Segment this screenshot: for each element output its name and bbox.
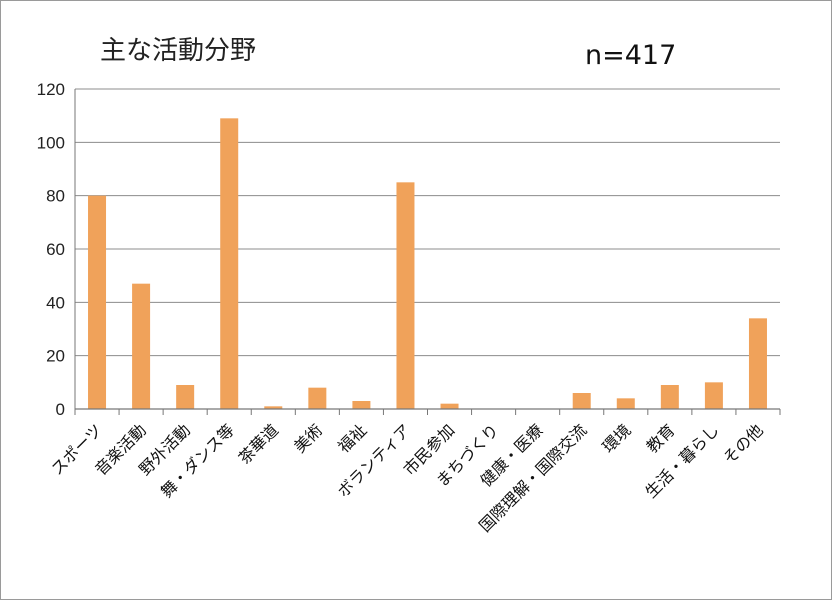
y-tick-label-120: 120 [37, 80, 65, 99]
y-tick-label-20: 20 [46, 347, 65, 366]
bar-1 [132, 283, 151, 409]
y-tick-label-80: 80 [46, 187, 65, 206]
bar-5 [308, 387, 327, 409]
bar-0 [88, 195, 107, 409]
y-tick-label-100: 100 [37, 133, 65, 152]
x-tick-label: 教育 [643, 420, 679, 456]
bar-14 [704, 382, 723, 409]
bar-4 [264, 406, 283, 409]
bar-11 [572, 393, 591, 409]
y-tick-label-40: 40 [46, 293, 65, 312]
axes [74, 89, 781, 415]
x-tick-label: 美術 [290, 420, 326, 456]
bar-7 [396, 182, 415, 409]
sample-size-label: n=417 [585, 40, 677, 71]
bars [88, 118, 767, 409]
bar-12 [616, 398, 635, 409]
chart-title: 主な活動分野 [100, 36, 257, 66]
bar-15 [748, 318, 767, 409]
y-tick-label-0: 0 [56, 400, 65, 419]
bar-8 [440, 403, 459, 409]
y-tick-label-60: 60 [46, 240, 65, 259]
x-tick-label: 福祉 [334, 420, 370, 456]
gridlines [75, 88, 780, 357]
bar-2 [176, 385, 195, 409]
x-tick-label: 環境 [599, 420, 635, 456]
bar-6 [352, 401, 371, 409]
bar-3 [220, 118, 239, 409]
x-tick-label: その他 [719, 420, 766, 467]
x-tick-label: 茶華道 [235, 420, 282, 467]
bar-13 [660, 385, 679, 409]
